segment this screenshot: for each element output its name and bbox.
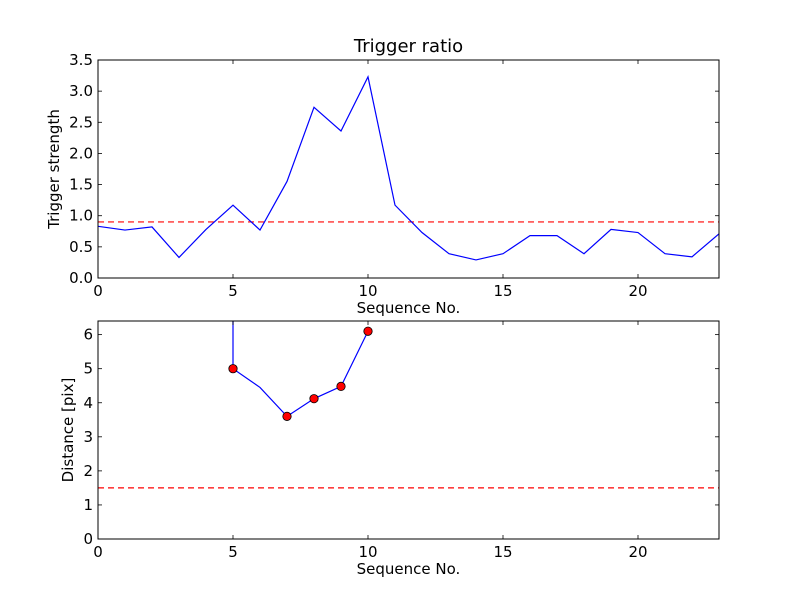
y-tick-label: 5 bbox=[83, 360, 93, 378]
y-tick-label: 1.5 bbox=[69, 176, 93, 194]
plot-frame bbox=[97, 59, 720, 279]
y-tick-label: 0 bbox=[83, 530, 93, 548]
y-tick-label: 2 bbox=[83, 462, 93, 480]
data-point bbox=[228, 364, 238, 374]
x-tick-label: 5 bbox=[228, 543, 238, 561]
plot-area bbox=[98, 321, 719, 489]
y-axis-label: Distance [pix] bbox=[59, 378, 77, 483]
x-axis-label: Sequence No. bbox=[357, 560, 461, 578]
data-point bbox=[309, 394, 319, 404]
x-tick-label: 0 bbox=[93, 282, 103, 300]
y-tick-label: 3.5 bbox=[69, 51, 93, 69]
distance-chart: 0 5 10 15 20 0 1 2 3 4 5 6 Sequence No. Distance [pix… bbox=[59, 320, 720, 578]
y-tick-label: 0.0 bbox=[69, 269, 93, 287]
x-tick-label: 10 bbox=[358, 282, 377, 300]
x-tick-label: 5 bbox=[228, 282, 238, 300]
x-tick-label: 20 bbox=[628, 282, 647, 300]
y-axis-label: Trigger strength bbox=[45, 109, 63, 230]
x-tick-label: 10 bbox=[358, 543, 377, 561]
y-tick-label: 3.0 bbox=[69, 82, 93, 100]
y-tick-label: 3 bbox=[83, 428, 93, 446]
x-tick-label: 0 bbox=[93, 543, 103, 561]
trigger-ratio-chart: 0 5 10 15 20 0.0 0.5 1.0 1.5 2.0 2.5 3.0 3.5 Sequence… bbox=[45, 36, 720, 317]
data-point bbox=[363, 326, 373, 336]
data-point bbox=[282, 411, 292, 421]
y-tick-label: 1 bbox=[83, 496, 93, 514]
plot-frame bbox=[97, 320, 720, 540]
y-tick-label: 1.0 bbox=[69, 207, 93, 225]
x-tick-label: 15 bbox=[493, 543, 512, 561]
y-tick-label: 4 bbox=[83, 394, 93, 412]
x-axis-label: Sequence No. bbox=[357, 299, 461, 317]
y-tick-label: 2.5 bbox=[69, 113, 93, 131]
data-point bbox=[336, 381, 346, 391]
y-tick-label: 0.5 bbox=[69, 238, 93, 256]
x-tick-label: 20 bbox=[628, 543, 647, 561]
y-tick-label: 2.0 bbox=[69, 144, 93, 162]
plot-area bbox=[98, 75, 719, 261]
y-tick-label: 6 bbox=[83, 326, 93, 344]
chart-title: Trigger ratio bbox=[353, 36, 463, 57]
series-line bbox=[98, 75, 719, 261]
x-tick-label: 15 bbox=[493, 282, 512, 300]
